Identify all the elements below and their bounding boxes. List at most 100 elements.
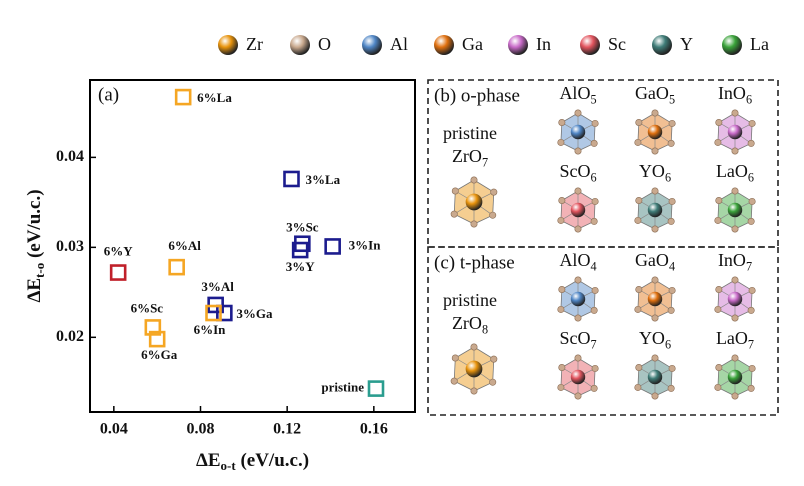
x_label-sub: o-t xyxy=(221,458,237,473)
point-label: 3%Y xyxy=(286,259,316,274)
oxygen-atom xyxy=(490,355,498,363)
oxygen-atom xyxy=(574,314,582,322)
oxygen-atom xyxy=(634,305,642,313)
central-atom xyxy=(570,291,586,307)
oxygen-atom xyxy=(470,176,478,184)
formula-sub: 6 xyxy=(748,170,754,184)
oxygen-atom xyxy=(635,119,643,127)
oxygen-atom xyxy=(667,306,675,314)
legend-label: Sc xyxy=(608,34,626,54)
y_label-main: ΔE xyxy=(24,278,45,303)
oxygen-atom xyxy=(489,378,497,386)
formula-sub: 4 xyxy=(669,259,675,273)
central-atom xyxy=(727,369,743,385)
central-atom xyxy=(647,124,663,140)
formula-base: YO xyxy=(639,161,665,181)
point-label: 6%Ga xyxy=(141,347,178,362)
oxygen-atom xyxy=(714,383,722,391)
central-atom xyxy=(465,193,483,211)
legend-sphere xyxy=(218,35,238,55)
oxygen-atom xyxy=(591,364,599,372)
oxygen-atom xyxy=(574,147,582,155)
central-atom xyxy=(465,360,483,378)
legend-sphere xyxy=(434,35,454,55)
formula-sub: 6 xyxy=(590,170,596,184)
point-label: 3%In xyxy=(349,237,382,252)
oxygen-atom xyxy=(747,384,755,392)
formula-base: YO xyxy=(639,328,665,348)
oxygen-atom xyxy=(714,138,722,146)
x-tick-label: 0.04 xyxy=(100,421,128,438)
oxygen-atom xyxy=(558,197,566,205)
formula: ZrO8 xyxy=(452,313,488,336)
point-label: 6%In xyxy=(194,322,227,337)
point-label: 6%Sc xyxy=(131,300,164,315)
formula-sub: 8 xyxy=(482,322,488,336)
oxygen-atom xyxy=(748,364,756,372)
pristine-label: pristine xyxy=(443,123,497,143)
formula: GaO5 xyxy=(635,83,675,106)
legend-sphere xyxy=(508,35,528,55)
legend-label: Y xyxy=(680,34,693,54)
oxygen-atom xyxy=(590,384,598,392)
central-atom xyxy=(727,202,743,218)
oxygen-atom xyxy=(651,225,659,233)
point xyxy=(168,258,185,276)
point xyxy=(216,304,233,322)
oxygen-atom xyxy=(557,305,565,313)
central-atom xyxy=(727,291,743,307)
legend-label: La xyxy=(750,34,769,54)
legend-sphere xyxy=(652,35,672,55)
central-atom xyxy=(647,202,663,218)
formula-base: GaO xyxy=(635,83,669,103)
formula-base: ZrO xyxy=(452,146,482,166)
oxygen-atom xyxy=(574,276,582,284)
point-label: 3%Ga xyxy=(236,306,273,321)
oxygen-atom xyxy=(651,354,659,362)
formula-sub: 7 xyxy=(748,337,754,351)
y_label-unit: (eV/u.c.) xyxy=(24,189,45,262)
oxygen-atom xyxy=(651,314,659,322)
panel-title: (c) t-phase xyxy=(434,252,515,273)
oxygen-atom xyxy=(634,216,642,224)
oxygen-atom xyxy=(731,392,739,400)
oxygen-atom xyxy=(574,109,582,117)
y-tick-label: 0.02 xyxy=(56,328,84,345)
formula-sub: 6 xyxy=(746,92,752,106)
oxygen-atom xyxy=(747,217,755,225)
oxygen-atom xyxy=(470,387,478,395)
oxygen-atom xyxy=(668,197,676,205)
point-label: pristine xyxy=(321,380,364,395)
oxygen-atom xyxy=(591,119,599,127)
central-atom xyxy=(647,291,663,307)
oxygen-atom xyxy=(574,354,582,362)
oxygen-atom xyxy=(715,285,723,293)
oxygen-atom xyxy=(667,217,675,225)
x-tick-label: 0.08 xyxy=(187,421,215,438)
formula-base: GaO xyxy=(635,250,669,270)
x_label: ΔEo-t (eV/u.c.) xyxy=(196,450,309,473)
point xyxy=(109,264,127,281)
oxygen-atom xyxy=(651,392,659,400)
x-tick-label: 0.12 xyxy=(273,421,301,438)
legend-sphere xyxy=(290,35,310,55)
oxygen-atom xyxy=(668,286,676,294)
formula-sub: 5 xyxy=(669,92,675,106)
oxygen-atom xyxy=(714,216,722,224)
formula: LaO7 xyxy=(716,328,754,351)
formula: ScO6 xyxy=(559,161,596,184)
central-atom xyxy=(570,202,586,218)
legend-sphere xyxy=(722,35,742,55)
y-tick-label: 0.04 xyxy=(56,148,84,165)
oxygen-atom xyxy=(748,286,756,294)
point xyxy=(144,319,162,336)
oxygen-atom xyxy=(450,210,458,218)
oxygen-atom xyxy=(651,276,659,284)
oxygen-atom xyxy=(731,187,739,195)
oxygen-atom xyxy=(558,363,566,371)
point xyxy=(283,170,300,188)
point-label: 6%Y xyxy=(104,244,134,259)
oxygen-atom xyxy=(731,354,739,362)
formula: GaO4 xyxy=(635,250,675,273)
oxygen-atom xyxy=(747,139,755,147)
